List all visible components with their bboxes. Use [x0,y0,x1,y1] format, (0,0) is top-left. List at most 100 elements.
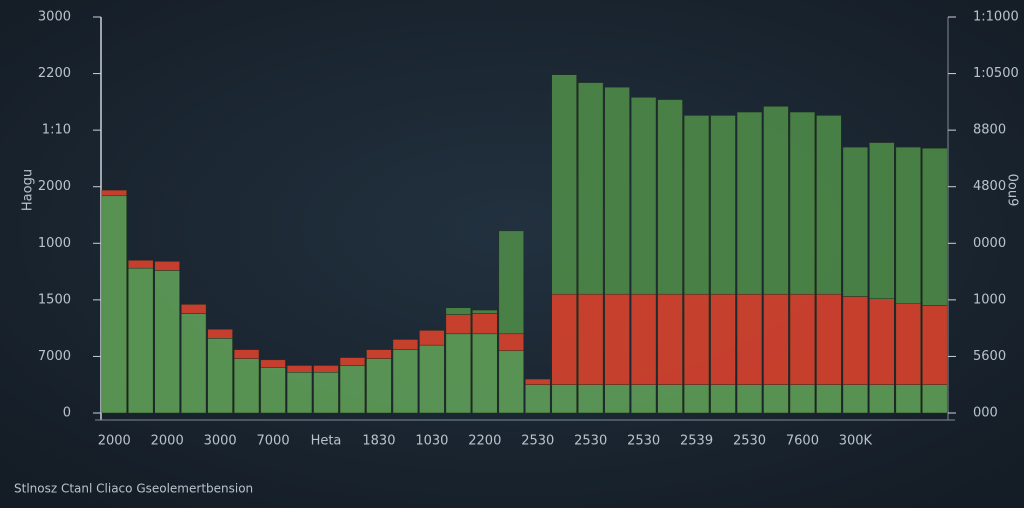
x-tick-label: 2000 [98,434,131,449]
bar-segment [313,372,339,414]
bar-segment [710,293,736,385]
bar-segment [895,303,921,385]
bar-segment [604,86,630,295]
bar-segment [789,293,816,385]
bar-segment [260,367,286,414]
bar-segment [233,358,260,414]
x-tick-label: 1830 [362,434,395,449]
bar-segment [763,106,789,295]
bar-segment [551,74,577,295]
bar-segment [710,115,736,295]
footer-text: Stlnosz Ctanl Cliaco Gseolemertbension [14,482,253,496]
y-tick-label: 1500 [38,292,71,307]
y2-tick-label: 1:0500 [973,66,1019,81]
bar-segment [657,384,683,414]
bar-segment [869,298,895,385]
bar-segment [154,270,180,414]
bar-segment [207,338,233,414]
bar-segment [895,384,921,414]
bar-segment [286,372,313,414]
y2-tick-label: 1000 [973,292,1006,307]
x-tick-label: 2000 [151,434,184,449]
bar-segment [736,293,763,385]
x-tick-label: 7600 [786,434,819,449]
bar-segment [339,357,366,366]
bar-segment [366,358,392,414]
bar-segment [657,293,683,385]
bar-segment [260,359,286,368]
bar-segment [869,142,895,299]
bar-segment [577,293,604,385]
x-tick-label: 2200 [468,434,501,449]
bar-segment [683,384,710,414]
bar-segment [736,111,763,295]
x-tick-label: 1030 [415,434,448,449]
bar-segment [922,305,948,385]
bar-segment [630,384,657,414]
bar-segment [577,82,604,295]
y-tick-label: 1000 [38,236,71,251]
x-tick-label: 300K [839,434,873,449]
y-axis-label: Haogu [21,169,36,211]
bar-segment [816,384,842,414]
bar-segment [101,195,127,414]
bar-segment [445,333,472,414]
y2-tick-label: 000 [973,406,998,421]
x-tick-label: 2530 [521,434,554,449]
bar-segment [816,115,842,295]
bar-segment [419,330,445,346]
bar-segment [498,230,524,335]
bar-segment [630,97,657,295]
bar-segment [630,293,657,385]
x-tick-label: 2530 [627,434,660,449]
bar-segment [551,384,577,414]
bar-segment [683,293,710,385]
bar-segment [339,365,366,414]
bar-segment [869,384,895,414]
bar-segment [472,313,498,335]
bar-segment [207,329,233,339]
bar-segment [419,344,445,414]
y-tick-label: 3000 [38,10,71,25]
bar-segment [498,350,524,414]
bar-segment [445,307,472,315]
bar-segment [657,99,683,295]
bar-segment [922,147,948,306]
x-tick-label: 2530 [574,434,607,449]
y-tick-label: 7000 [38,349,71,364]
bar-segment [683,115,710,295]
bar-segment [498,333,524,352]
bar-segment [525,384,551,414]
bar-segment [895,146,921,304]
bar-segment [922,384,948,414]
bar-segment [816,293,842,385]
bar-segment [180,304,207,314]
bar-segment [472,309,498,314]
y-tick-label: 2200 [38,66,71,81]
bar-segment [445,314,472,335]
bar-segment [763,384,789,414]
x-tick-label: 2539 [680,434,713,449]
bar-segment [286,365,313,373]
bar-segment [233,349,260,359]
bar-segment [366,349,392,359]
y-tick-label: 0 [63,406,71,421]
bar-segment [763,293,789,385]
bar-segment [842,384,869,414]
y-tick-label: 1:10 [42,123,71,138]
y2-axis-label: 0ou9 [1005,174,1020,207]
x-tick-label: 2530 [733,434,766,449]
x-tick-label: 3000 [204,434,237,449]
bar-segment [604,384,630,414]
bar-segment [313,365,339,373]
bar-segment [392,349,419,414]
bar-segment [736,384,763,414]
bar-segment [525,378,551,385]
bar-segment [604,293,630,385]
y-tick-label: 2000 [38,179,71,194]
y2-tick-label: 4800 [973,179,1006,194]
bar-segment [789,384,816,414]
bar-segment [101,189,127,197]
